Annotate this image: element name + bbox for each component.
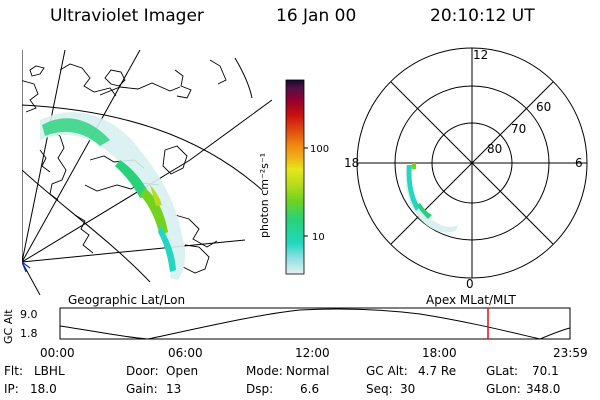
status-dsp-label: Dsp:	[246, 382, 274, 396]
geographic-map-panel	[22, 50, 272, 295]
gc-alt-xtick-0600: 06:00	[168, 346, 203, 360]
status-seq-label: Seq:	[366, 382, 393, 396]
status-filter-label: Flt:	[4, 364, 23, 378]
colorbar: 100 10	[285, 79, 329, 275]
gc-alt-xtick-0000: 00:00	[40, 346, 75, 360]
geographic-map	[22, 50, 272, 295]
image-time: 20:10:12 UT	[430, 6, 535, 26]
status-glon-value: 348.0	[526, 382, 561, 396]
mlt-label-6: 6	[575, 156, 583, 170]
status-glat-value: 70.1	[532, 364, 559, 378]
status-ip-label: IP:	[4, 382, 19, 396]
gc-alt-xtick-1200: 12:00	[295, 346, 330, 360]
status-ip-value: 18.0	[30, 382, 57, 396]
status-gain-label: Gain:	[126, 382, 158, 396]
gc-alt-xtick-2359: 23:59	[553, 346, 588, 360]
gc-alt-frame	[59, 307, 571, 340]
aurora-emission-geo	[40, 112, 186, 280]
status-glon-label: GLon:	[486, 382, 521, 396]
geographic-panel-label: Geographic Lat/Lon	[68, 293, 186, 307]
instrument-title: Ultraviolet Imager	[50, 6, 204, 26]
longitude-line	[22, 99, 272, 263]
mlt-label-12: 12	[473, 48, 488, 62]
latitude-line	[234, 57, 253, 99]
gc-alt-tick-min: 1.8	[20, 327, 38, 340]
status-dsp-value: 6.6	[300, 382, 320, 396]
aurora-emission-polar	[405, 163, 458, 233]
gc-alt-xtick-1800: 18:00	[422, 346, 457, 360]
longitude-line	[22, 50, 141, 263]
status-gc-alt-value: 4.7 Re	[418, 364, 457, 378]
gc-alt-tick-max: 9.0	[20, 308, 38, 321]
colorbar-units-label: photon cm⁻²s⁻¹	[258, 152, 271, 238]
colorbar-gradient	[285, 79, 305, 275]
status-filter-value: LBHL	[34, 364, 65, 378]
status-gain-value: 13	[166, 382, 182, 396]
mlt-label-0: 0	[466, 277, 474, 291]
polar-mlt-plot: 12 18 6 0 60 70 80	[344, 47, 588, 291]
mlat-label-70: 70	[511, 122, 526, 136]
longitude-line	[22, 261, 41, 295]
mlat-label-60: 60	[536, 100, 551, 114]
status-door-label: Door:	[126, 364, 159, 378]
apex-panel-label: Apex MLat/MLT	[426, 293, 516, 307]
latitude-line	[22, 169, 151, 283]
mlat-label-80: 80	[487, 142, 502, 156]
latitude-line	[22, 104, 263, 191]
longitude-line	[22, 50, 66, 263]
polar-diagonal	[390, 81, 554, 245]
gc-alt-strip-chart	[59, 307, 571, 340]
pointing-indicator	[22, 261, 31, 273]
status-mode-value: Normal	[286, 364, 330, 378]
mlt-label-18: 18	[344, 156, 359, 170]
status-seq-value: 30	[400, 382, 416, 396]
gc-alt-trace	[59, 308, 571, 340]
status-glat-label: GLat:	[486, 364, 519, 378]
status-mode-label: Mode:	[246, 364, 283, 378]
image-date: 16 Jan 00	[276, 6, 357, 26]
status-gc-alt-label: GC Alt:	[366, 364, 408, 378]
status-door-value: Open	[166, 364, 199, 378]
longitude-line	[22, 239, 246, 263]
colorbar-tick-10: 10	[312, 232, 325, 243]
colorbar-tick-100: 100	[310, 144, 329, 155]
